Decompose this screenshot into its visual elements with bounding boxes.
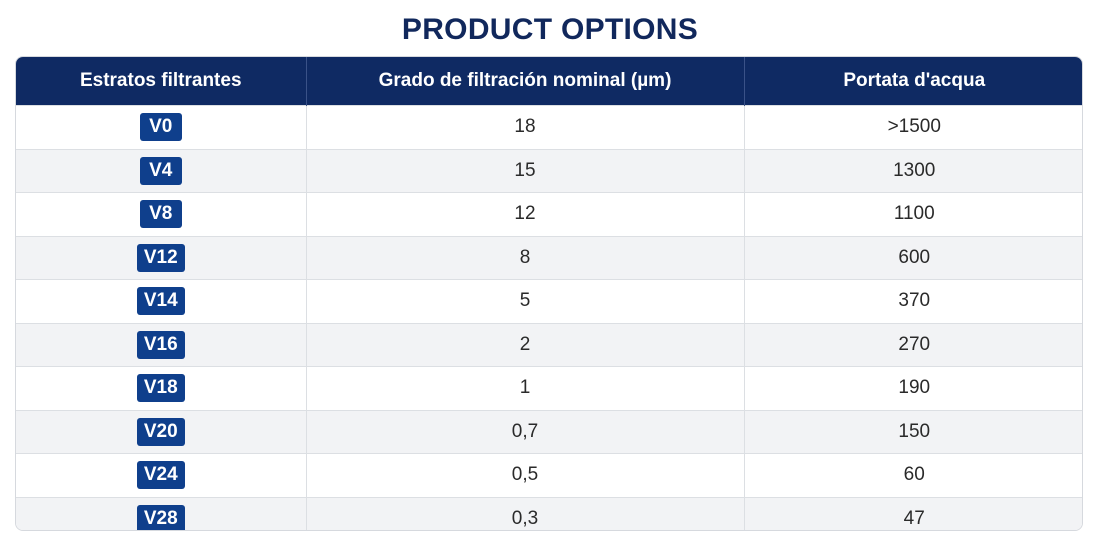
header-row: Estratos filtrantes Grado de filtración …	[16, 57, 1082, 106]
table-row: V18 1 190	[16, 366, 1082, 410]
cell-water-flow: 600	[744, 235, 1082, 280]
column-header-filter-layers: Estratos filtrantes	[16, 57, 307, 106]
table-row: V20 0,7 150	[16, 409, 1082, 454]
cell-filter-layer: V14	[16, 279, 307, 323]
cell-filtration-grade: 5	[306, 279, 745, 323]
cell-filter-layer: V24	[16, 453, 307, 497]
table-row: V16 2 270	[16, 322, 1082, 367]
table-row: V28 0,3 47	[16, 496, 1082, 530]
cell-filtration-grade: 18	[306, 105, 745, 149]
table-row: V12 8 600	[16, 235, 1082, 280]
cell-filtration-grade: 1	[306, 366, 745, 410]
options-table: Estratos filtrantes Grado de filtración …	[16, 57, 1082, 530]
table-body: V0 18 >1500 V4 15 1300 V8 12 1100 V12 8 600 V14 5 370 V…	[16, 105, 1082, 530]
column-header-water-flow: Portata d'acqua	[744, 57, 1082, 106]
cell-water-flow: 60	[744, 453, 1082, 497]
cell-filter-layer: V12	[16, 235, 307, 280]
cell-filtration-grade: 8	[306, 235, 745, 280]
cell-filtration-grade: 0,7	[306, 409, 745, 454]
cell-water-flow: 190	[744, 366, 1082, 410]
cell-water-flow: 150	[744, 409, 1082, 454]
cell-filter-layer: V20	[16, 409, 307, 454]
table-row: V8 12 1100	[16, 192, 1082, 236]
cell-filter-layer: V16	[16, 322, 307, 367]
grade-badge: V12	[136, 243, 185, 272]
page-title: PRODUCT OPTIONS	[401, 13, 699, 46]
cell-filter-layer: V4	[16, 148, 307, 193]
grade-badge: V20	[136, 417, 185, 446]
grade-badge: V18	[136, 374, 185, 403]
cell-water-flow: 1300	[744, 148, 1082, 193]
cell-filtration-grade: 12	[306, 192, 745, 236]
grade-badge: V0	[139, 113, 182, 142]
cell-water-flow: 47	[744, 496, 1082, 530]
cell-water-flow: 370	[744, 279, 1082, 323]
grade-badge: V8	[139, 200, 182, 229]
table-row: V0 18 >1500	[16, 105, 1082, 149]
table-header: Estratos filtrantes Grado de filtración …	[16, 57, 1082, 106]
cell-filtration-grade: 2	[306, 322, 745, 367]
cell-water-flow: 270	[744, 322, 1082, 367]
cell-filter-layer: V18	[16, 366, 307, 410]
grade-badge: V24	[136, 461, 185, 490]
grade-badge: V14	[136, 287, 185, 316]
grade-badge: V16	[136, 330, 185, 359]
cell-filter-layer: V8	[16, 192, 307, 236]
product-options-table: Estratos filtrantes Grado de filtración …	[15, 56, 1083, 531]
table-row: V24 0,5 60	[16, 453, 1082, 497]
grade-badge: V28	[136, 504, 185, 530]
cell-filtration-grade: 15	[306, 148, 745, 193]
cell-water-flow: >1500	[744, 105, 1082, 149]
cell-filtration-grade: 0,3	[306, 496, 745, 530]
cell-water-flow: 1100	[744, 192, 1082, 236]
table-row: V14 5 370	[16, 279, 1082, 323]
table-row: V4 15 1300	[16, 148, 1082, 193]
column-header-filtration-grade: Grado de filtración nominal (µm)	[306, 57, 745, 106]
grade-badge: V4	[139, 156, 182, 185]
cell-filter-layer: V28	[16, 496, 307, 530]
cell-filtration-grade: 0,5	[306, 453, 745, 497]
cell-filter-layer: V0	[16, 105, 307, 149]
